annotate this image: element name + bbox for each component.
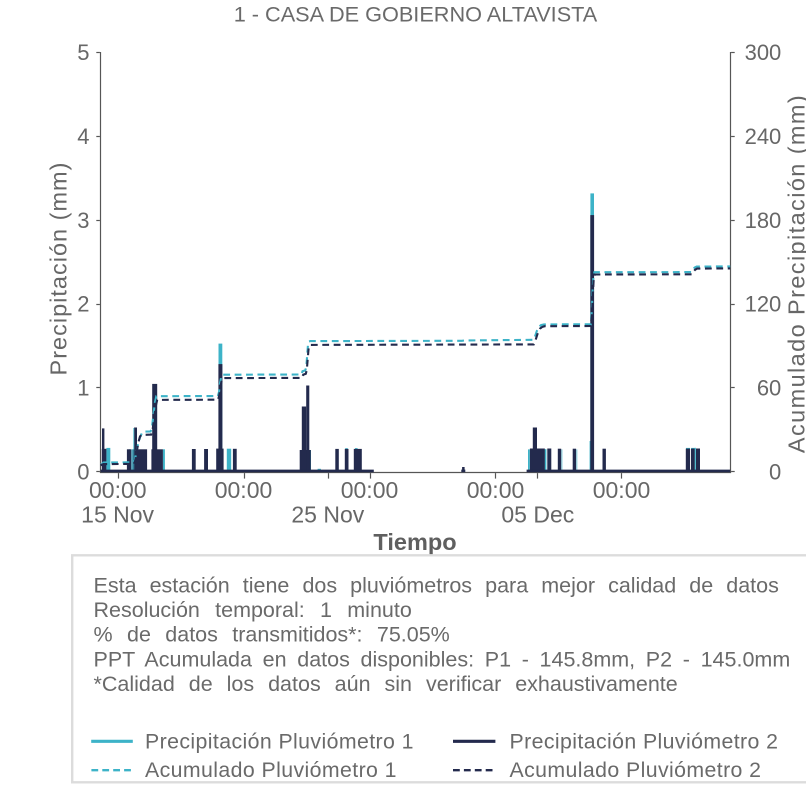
svg-text:5: 5 bbox=[77, 40, 89, 65]
svg-text:1 - CASA DE GOBIERNO ALTAVISTA: 1 - CASA DE GOBIERNO ALTAVISTA bbox=[234, 2, 598, 27]
svg-text:Acumulado Pluviómetro 2: Acumulado Pluviómetro 2 bbox=[510, 758, 762, 782]
svg-text:Precipitación (mm): Precipitación (mm) bbox=[46, 162, 72, 376]
svg-text:25 Nov: 25 Nov bbox=[291, 502, 364, 528]
svg-text:00:00: 00:00 bbox=[215, 477, 273, 503]
svg-text:00:00: 00:00 bbox=[593, 477, 651, 503]
svg-text:0: 0 bbox=[769, 460, 781, 485]
svg-text:180: 180 bbox=[745, 208, 782, 233]
svg-text:300: 300 bbox=[745, 40, 782, 65]
svg-text:*Calidad de los datos aún sin: *Calidad de los datos aún sin verificar … bbox=[94, 672, 678, 696]
svg-text:240: 240 bbox=[745, 124, 782, 149]
svg-text:120: 120 bbox=[745, 292, 782, 317]
svg-text:05 Dec: 05 Dec bbox=[501, 502, 574, 528]
svg-text:Acumulado Precipitación (mm): Acumulado Precipitación (mm) bbox=[784, 94, 806, 453]
svg-text:Precipitación Pluviómetro 1: Precipitación Pluviómetro 1 bbox=[145, 729, 414, 753]
svg-text:60: 60 bbox=[757, 376, 781, 401]
svg-text:3: 3 bbox=[77, 208, 89, 233]
svg-text:15 Nov: 15 Nov bbox=[81, 502, 154, 528]
svg-text:1: 1 bbox=[77, 376, 89, 401]
svg-text:% de datos transmitidos*: 75.0: % de datos transmitidos*: 75.05% bbox=[94, 623, 450, 647]
svg-text:4: 4 bbox=[77, 124, 89, 149]
svg-text:Tiempo: Tiempo bbox=[373, 529, 456, 555]
svg-text:PPT Acumulada en datos disponi: PPT Acumulada en datos disponibles: P1 -… bbox=[94, 647, 791, 671]
svg-text:00:00: 00:00 bbox=[341, 477, 399, 503]
svg-text:00:00: 00:00 bbox=[467, 477, 525, 503]
svg-text:Acumulado Pluviómetro 1: Acumulado Pluviómetro 1 bbox=[145, 758, 397, 782]
svg-text:00:00: 00:00 bbox=[89, 477, 147, 503]
svg-text:0: 0 bbox=[77, 460, 89, 485]
svg-text:Esta estación tiene dos pluvió: Esta estación tiene dos pluviómetros par… bbox=[94, 573, 779, 597]
svg-text:Precipitación Pluviómetro 2: Precipitación Pluviómetro 2 bbox=[510, 729, 779, 753]
svg-text:Resolución temporal: 1 minuto: Resolución temporal: 1 minuto bbox=[94, 598, 412, 622]
svg-text:2: 2 bbox=[77, 292, 89, 317]
